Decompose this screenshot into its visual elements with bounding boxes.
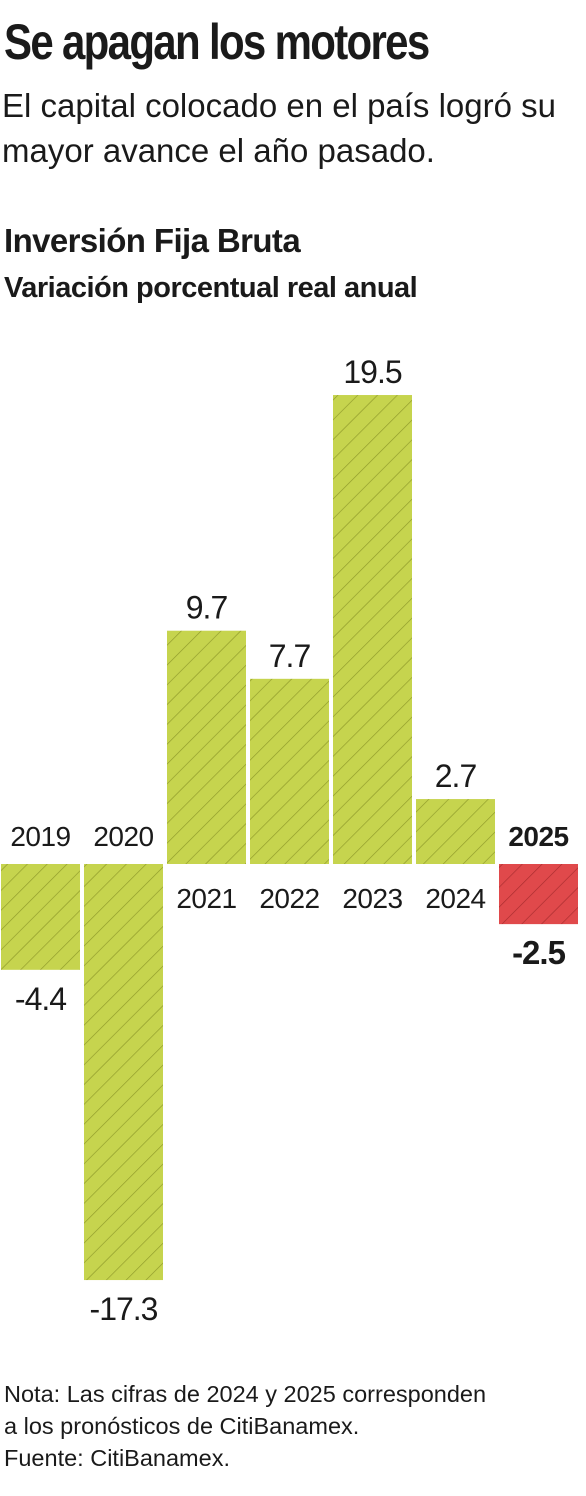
value-label-2025: -2.5 (512, 934, 566, 971)
value-label-2023: 19.5 (343, 354, 401, 390)
value-label-2020: -17.3 (90, 1291, 158, 1327)
chart-title: Inversión Fija Bruta (4, 222, 301, 259)
bar-2025 (499, 864, 578, 925)
bar-2020 (84, 864, 163, 1281)
category-label-2021: 2021 (176, 883, 236, 914)
bar-2022 (250, 678, 329, 864)
value-label-2019: -4.4 (15, 981, 66, 1017)
footnote-line-1: Nota: Las cifras de 2024 y 2025 correspo… (4, 1381, 487, 1407)
deck: El capital colocado en el país logró su … (2, 87, 557, 169)
bars-group (1, 395, 578, 1281)
labels-group: 2019 -4.4 2020 -17.3 9.7 2021 7.7 2022 19.5 2023 2… (10, 354, 569, 1327)
category-label-2022: 2022 (259, 883, 319, 914)
value-label-2024: 2.7 (435, 758, 477, 794)
source-line: Fuente: CitiBanamex. (4, 1445, 230, 1471)
category-label-2019: 2019 (10, 821, 70, 852)
footnote-line-2: a los pronósticos de CitiBanamex. (4, 1413, 360, 1439)
bar-2021 (167, 630, 246, 864)
chart-subtitle: Variación porcentual real anual (4, 272, 418, 304)
category-label-2025: 2025 (508, 821, 568, 852)
category-label-2020: 2020 (93, 821, 153, 852)
value-label-2022: 7.7 (269, 638, 311, 674)
bar-2019 (1, 864, 80, 970)
footer-notes: Nota: Las cifras de 2024 y 2025 correspo… (4, 1378, 582, 1474)
headline: Se apagan los motores (4, 14, 430, 70)
value-label-2021: 9.7 (186, 590, 228, 626)
category-label-2024: 2024 (425, 883, 485, 914)
bar-2023 (333, 395, 412, 864)
category-label-2023: 2023 (342, 883, 402, 914)
bar-chart: 2019 -4.4 2020 -17.3 9.7 2021 7.7 2022 19.5 2023 2… (1, 354, 578, 1327)
bar-2024 (416, 799, 495, 864)
